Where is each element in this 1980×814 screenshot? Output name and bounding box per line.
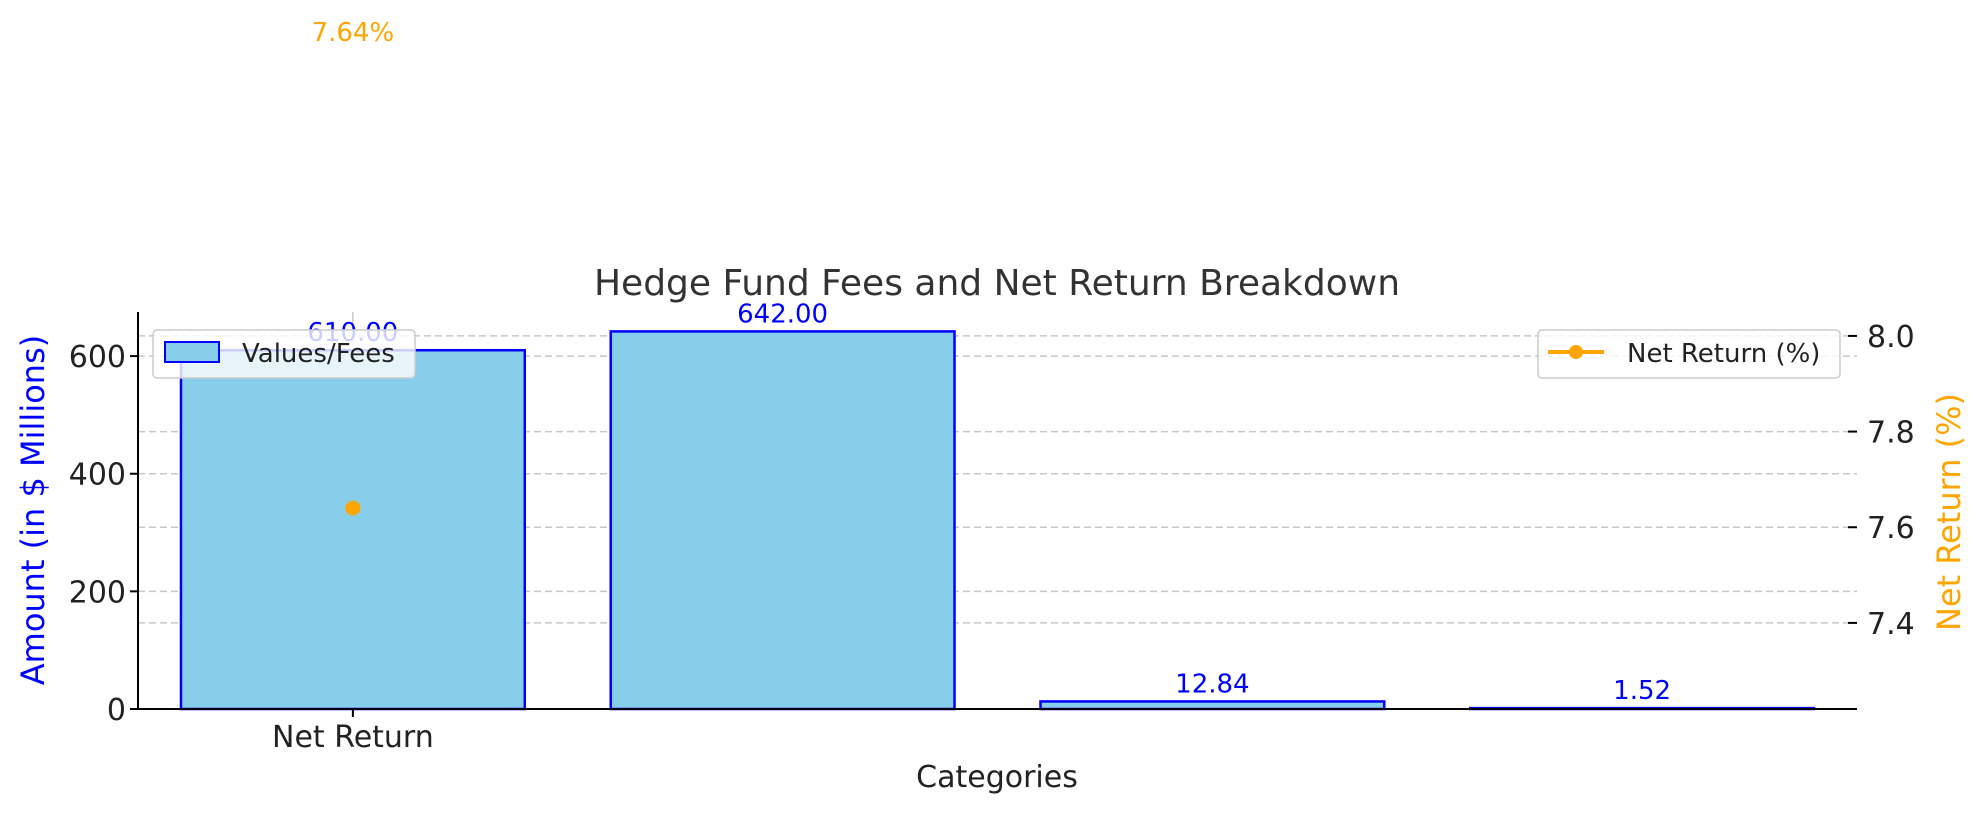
y-tick-label-left: 400 bbox=[69, 458, 126, 493]
legend-line-label: Net Return (%) bbox=[1627, 339, 1820, 369]
bar-value-label: 1.52 bbox=[1613, 676, 1671, 706]
y-tick-label-right: 7.6 bbox=[1867, 511, 1915, 546]
y-axis-label-left: Amount (in $ Millions) bbox=[14, 335, 52, 685]
y-tick-label-right: 8.0 bbox=[1867, 320, 1915, 355]
chart-title: Hedge Fund Fees and Net Return Breakdown bbox=[594, 263, 1400, 304]
bar-value-label: 12.84 bbox=[1175, 669, 1249, 699]
net-return-point bbox=[345, 500, 361, 516]
legend-bar-label: Values/Fees bbox=[242, 339, 395, 369]
x-axis-label: Categories bbox=[916, 760, 1078, 795]
legend-values-fees: Values/Fees bbox=[152, 329, 416, 379]
legend-frame bbox=[1537, 329, 1841, 379]
x-tick-label: Net Return bbox=[272, 720, 434, 755]
y-tick-label-left: 200 bbox=[69, 575, 126, 610]
ticks: 0 200 400 600 7.4 7.6 7.8 8.0 Net Return bbox=[69, 320, 1915, 755]
y-tick-label-left: 0 bbox=[107, 693, 126, 728]
net-return-series bbox=[345, 500, 361, 516]
legend-bar-swatch bbox=[164, 341, 220, 363]
bar bbox=[179, 348, 527, 711]
legend-marker-icon bbox=[1569, 345, 1583, 359]
y-tick-label-right: 7.4 bbox=[1867, 607, 1915, 642]
bar-value-label: 642.00 bbox=[737, 299, 828, 329]
axes bbox=[137, 312, 1857, 710]
bar bbox=[1039, 700, 1386, 711]
bar bbox=[609, 330, 956, 711]
y-tick-label-right: 7.8 bbox=[1867, 416, 1915, 451]
bars bbox=[179, 330, 1816, 711]
net-return-annotation: 7.64% bbox=[312, 18, 395, 48]
y-axis-label-right: Net Return (%) bbox=[1930, 393, 1968, 631]
legend-net-return: Net Return (%) bbox=[1537, 329, 1841, 379]
y-tick-label-left: 600 bbox=[69, 340, 126, 375]
